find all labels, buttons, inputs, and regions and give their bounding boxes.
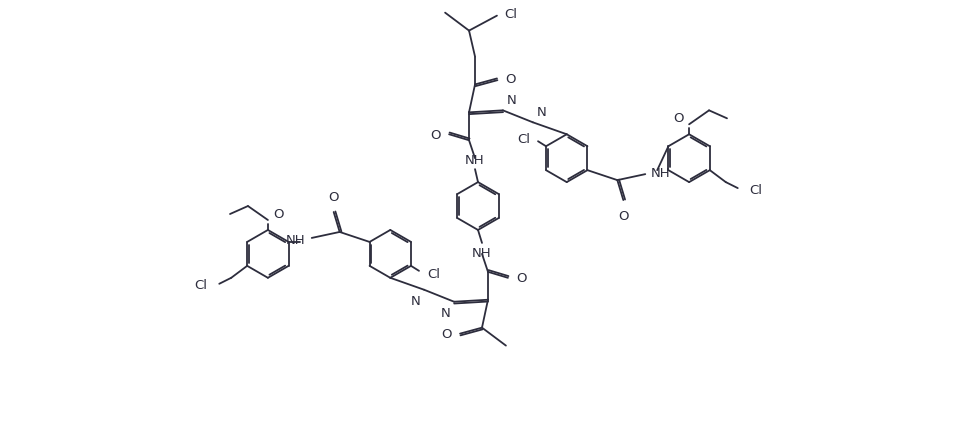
Text: N: N	[537, 106, 547, 119]
Text: N: N	[507, 94, 517, 107]
Text: NH: NH	[465, 154, 485, 167]
Text: NH: NH	[286, 234, 306, 247]
Text: O: O	[618, 210, 628, 223]
Text: O: O	[431, 128, 441, 141]
Text: NH: NH	[472, 247, 492, 259]
Text: O: O	[441, 327, 452, 340]
Text: O: O	[673, 112, 684, 125]
Text: N: N	[440, 306, 450, 319]
Text: NH: NH	[651, 166, 671, 179]
Text: O: O	[505, 73, 515, 86]
Text: O: O	[273, 207, 283, 220]
Text: Cl: Cl	[750, 183, 762, 196]
Text: Cl: Cl	[503, 8, 517, 21]
Text: Cl: Cl	[517, 132, 530, 145]
Text: Cl: Cl	[427, 268, 440, 281]
Text: N: N	[410, 294, 420, 307]
Text: O: O	[516, 272, 526, 285]
Text: Cl: Cl	[195, 279, 207, 292]
Text: O: O	[328, 191, 339, 204]
